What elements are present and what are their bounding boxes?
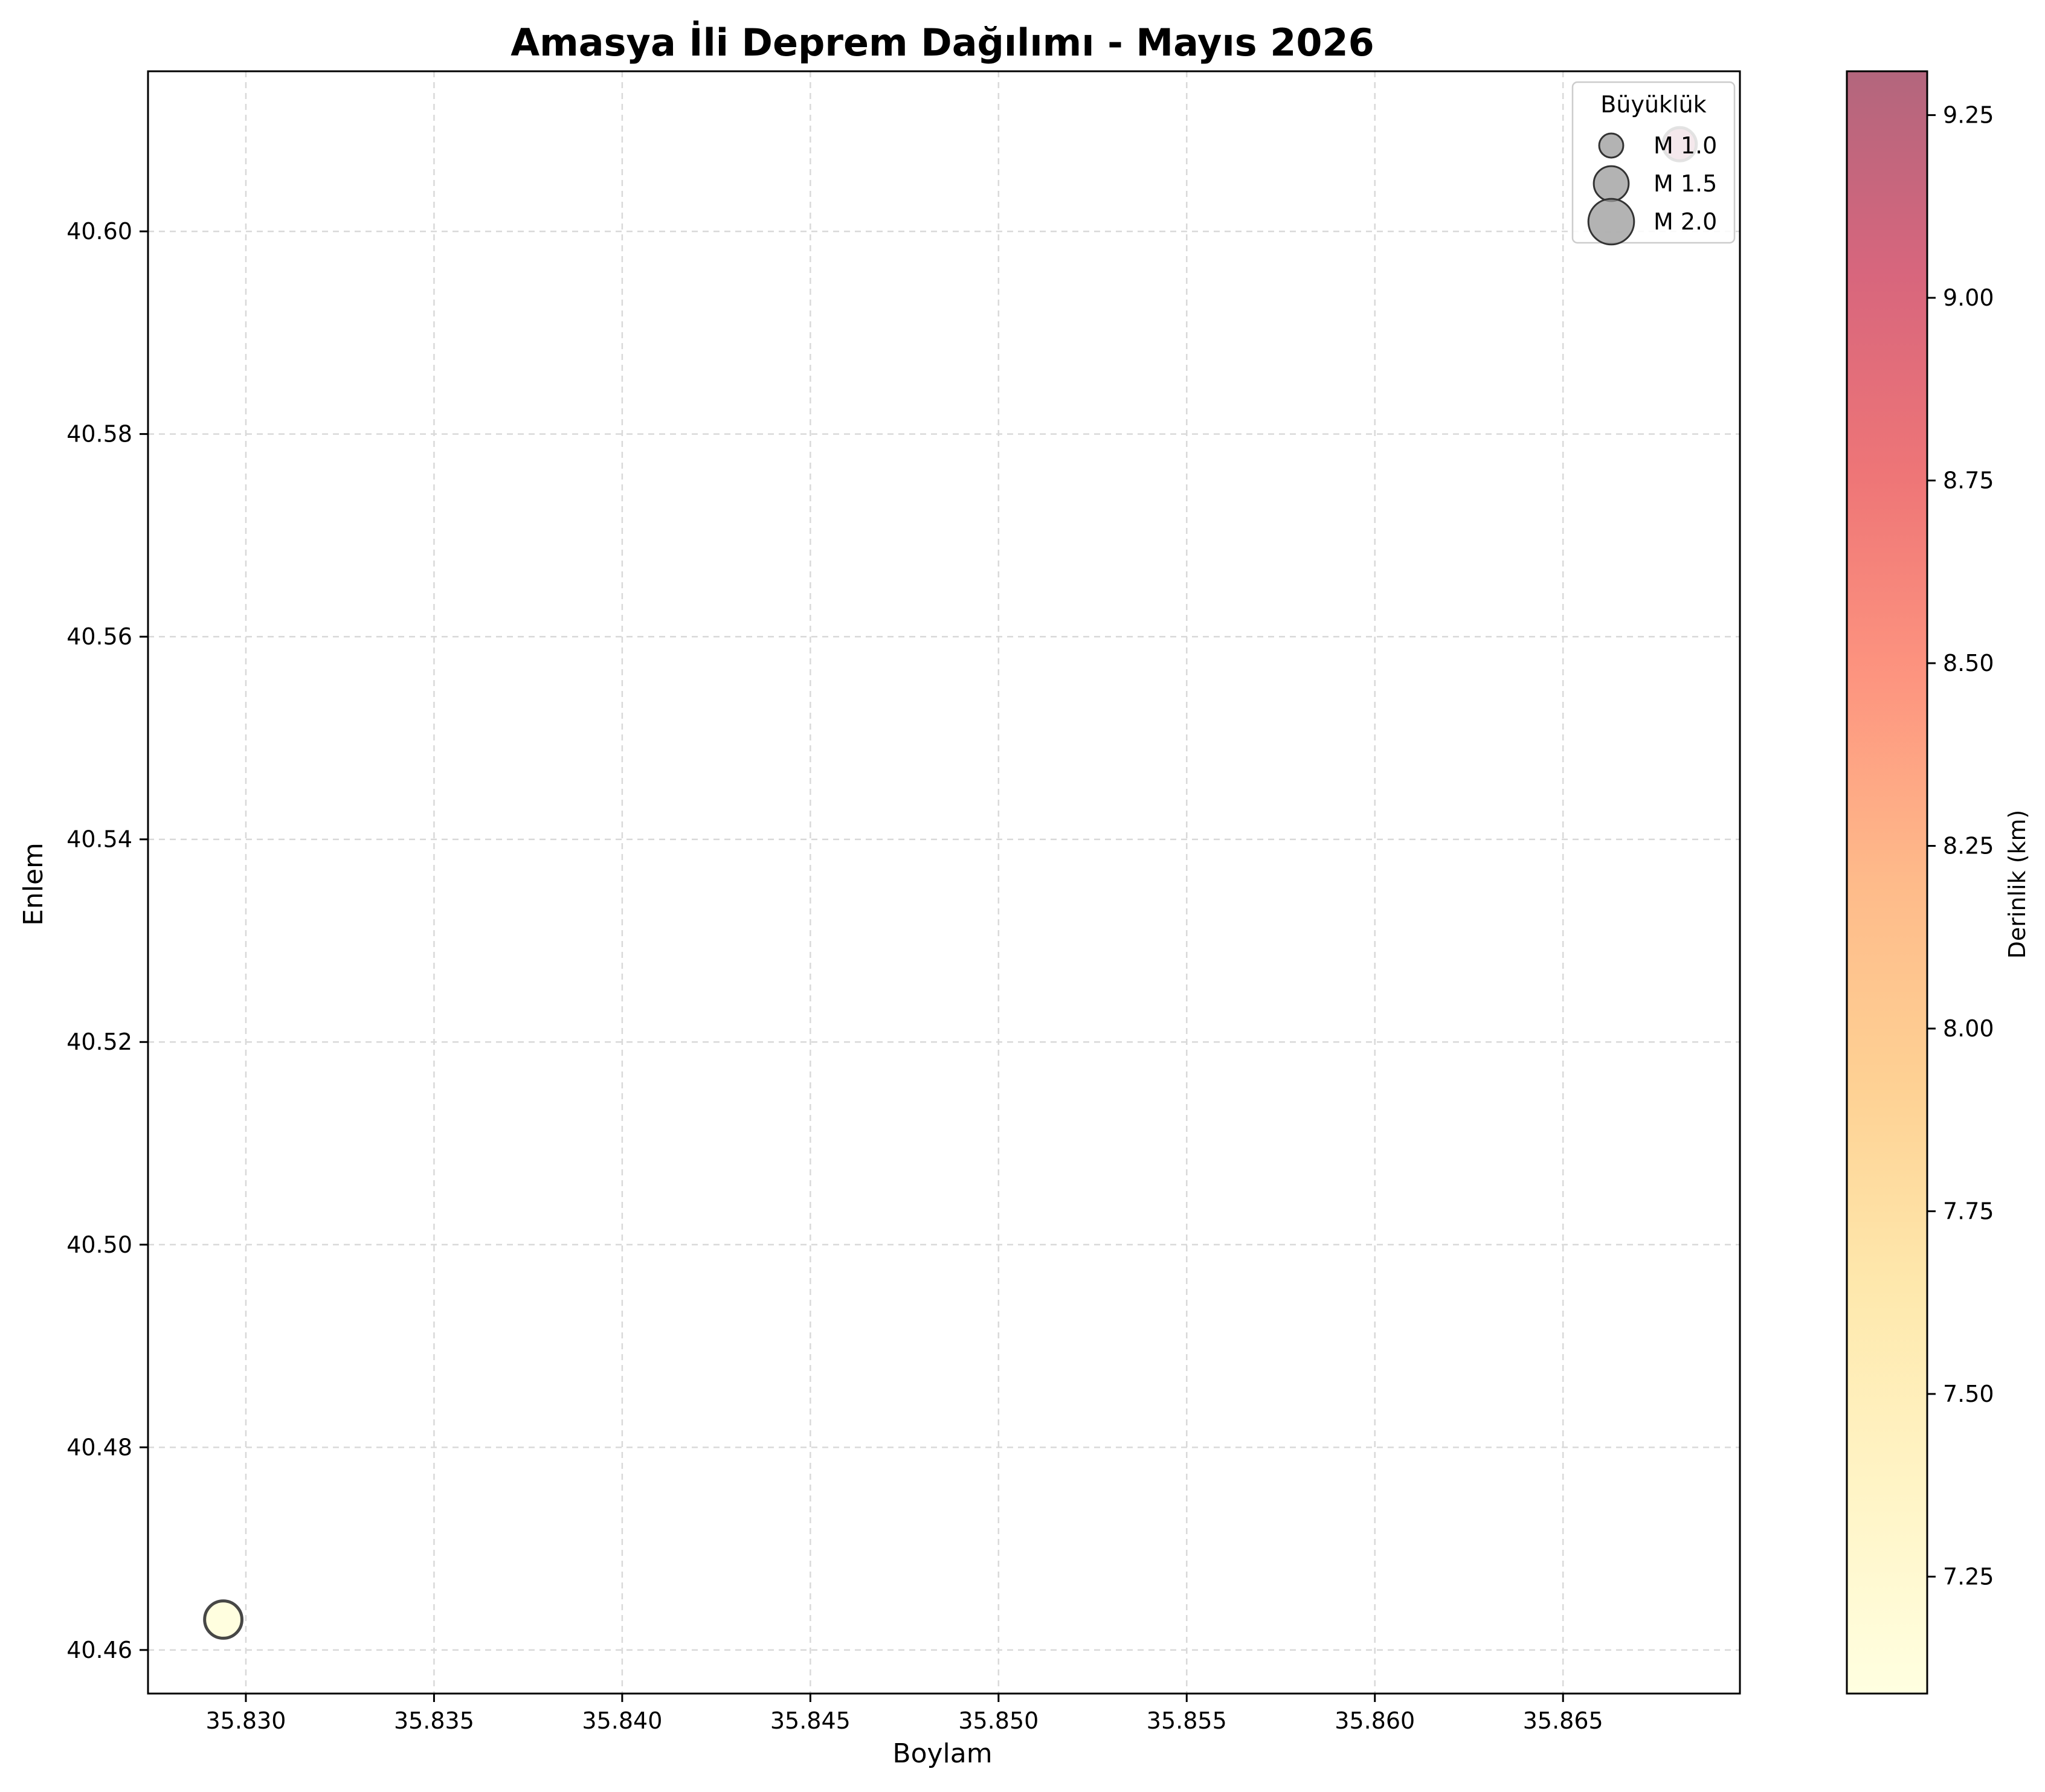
colorbar-tick-label: 9.25 bbox=[1943, 102, 1994, 129]
data-point bbox=[203, 1599, 243, 1640]
legend-marker bbox=[1598, 132, 1625, 159]
colorbar-tick-label: 9.00 bbox=[1943, 284, 1994, 311]
x-axis-label: Boylam bbox=[892, 1738, 992, 1769]
colorbar-tick-label: 8.75 bbox=[1943, 467, 1994, 494]
legend-entry-label: M 1.5 bbox=[1654, 170, 1717, 197]
colorbar-tick-label: 8.50 bbox=[1943, 650, 1994, 676]
colorbar: 7.25 7.50 7.75 8.00 8.25 8.50 8.75 9.00 9.25 bbox=[1846, 70, 1994, 1695]
y-axis-label: Enlem bbox=[18, 843, 49, 926]
legend-title: Büyüklük bbox=[1600, 91, 1706, 118]
x-tick-label: 35.830 bbox=[205, 1707, 286, 1734]
x-tick-label: 35.855 bbox=[1147, 1707, 1227, 1734]
y-tick-label: 40.50 bbox=[66, 1232, 132, 1258]
y-tick-label: 40.56 bbox=[66, 623, 132, 650]
y-tick-label: 40.60 bbox=[66, 218, 132, 245]
colorbar-label: Derinlik (km) bbox=[2004, 810, 2031, 959]
legend-marker bbox=[1593, 165, 1630, 202]
chart-title: Amasya İli Deprem Dağılımı - Mayıs 2026 bbox=[510, 21, 1374, 65]
y-tick-label: 40.48 bbox=[66, 1434, 132, 1460]
colorbar-tick-label: 7.75 bbox=[1943, 1198, 1994, 1224]
legend-entry-label: M 2.0 bbox=[1654, 208, 1717, 235]
colorbar-tick-label: 8.25 bbox=[1943, 833, 1994, 859]
legend: Büyüklük M 1.0 M 1.5 M 2.0 bbox=[1571, 81, 1736, 246]
colorbar-tick-label: 7.50 bbox=[1943, 1381, 1994, 1407]
colorbar-bar bbox=[1846, 70, 1928, 1695]
x-tick-label: 35.860 bbox=[1335, 1707, 1415, 1734]
legend-entry-label: M 1.0 bbox=[1654, 132, 1717, 159]
x-tick-label: 35.840 bbox=[582, 1707, 662, 1734]
plot-frame bbox=[147, 70, 1741, 1695]
colorbar-tick-label: 7.25 bbox=[1943, 1563, 1994, 1590]
x-tick-label: 35.850 bbox=[958, 1707, 1039, 1734]
x-tick-label: 35.865 bbox=[1523, 1707, 1603, 1734]
y-tick-label: 40.58 bbox=[66, 421, 132, 448]
x-tick-label: 35.845 bbox=[770, 1707, 851, 1734]
legend-marker bbox=[1587, 198, 1635, 246]
y-tick-label: 40.52 bbox=[66, 1029, 132, 1055]
x-tick-label: 35.835 bbox=[394, 1707, 474, 1734]
y-tick-label: 40.46 bbox=[66, 1637, 132, 1663]
colorbar-tick-label: 8.00 bbox=[1943, 1015, 1994, 1042]
y-tick-label: 40.54 bbox=[66, 826, 132, 853]
